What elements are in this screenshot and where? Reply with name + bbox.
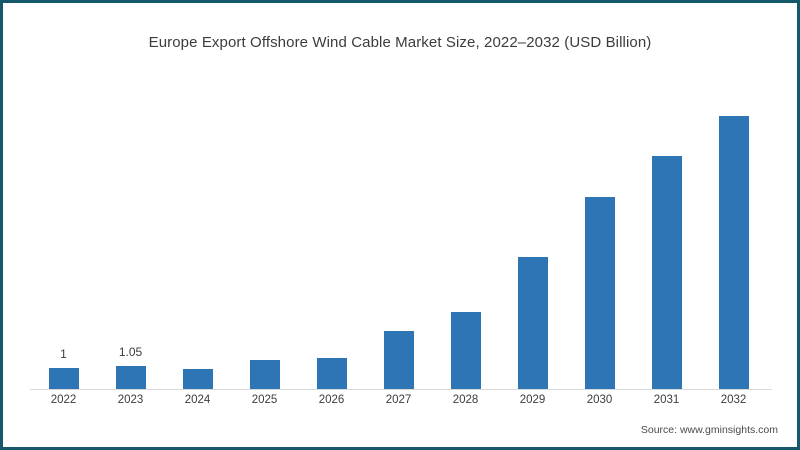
bar[interactable] [48,368,79,389]
bar-slot: 1.05 [97,70,164,389]
x-axis-tick-label: 2029 [519,394,546,406]
x-axis-tick-label: 2022 [50,394,77,406]
x-axis-tick-label: 2024 [184,394,211,406]
x-axis-tick-labels: 2022 2023 2024 2025 2026 2027 2028 2029 2030 2031… [30,394,772,414]
bar-slot [432,70,499,389]
bar[interactable] [718,116,749,389]
x-axis-line [30,389,772,390]
bar-value-label: 1.05 [118,345,143,359]
x-axis-tick-label: 2027 [385,394,412,406]
x-axis-tick-label: 2028 [452,394,479,406]
bar[interactable] [115,366,146,389]
bar-series: 1 1.05 [30,70,772,389]
source-attribution: Source: www.gminsights.com [640,424,778,436]
bar-slot [566,70,633,389]
bar-slot [231,70,298,389]
x-axis-tick-label: 2023 [117,394,144,406]
bar-value-label: 1 [60,347,67,361]
bar[interactable] [249,360,280,389]
bar[interactable] [651,156,682,389]
bar-slot [164,70,231,389]
bar-slot [700,70,767,389]
bar-slot [499,70,566,389]
bar[interactable] [584,197,615,389]
bar[interactable] [517,257,548,389]
bar-slot [633,70,700,389]
bar-slot [365,70,432,389]
bar[interactable] [182,369,213,389]
x-axis-tick-label: 2030 [586,394,613,406]
x-axis-tick-label: 2031 [653,394,680,406]
bar-slot: 1 [30,70,97,389]
bar[interactable] [316,358,347,389]
x-axis-tick-label: 2026 [318,394,345,406]
x-axis-tick-label: 2032 [720,394,747,406]
bar[interactable] [383,331,414,389]
bar[interactable] [450,312,481,389]
x-axis-tick-label: 2025 [251,394,278,406]
bar-slot [298,70,365,389]
chart-title: Europe Export Offshore Wind Cable Market… [148,34,652,51]
